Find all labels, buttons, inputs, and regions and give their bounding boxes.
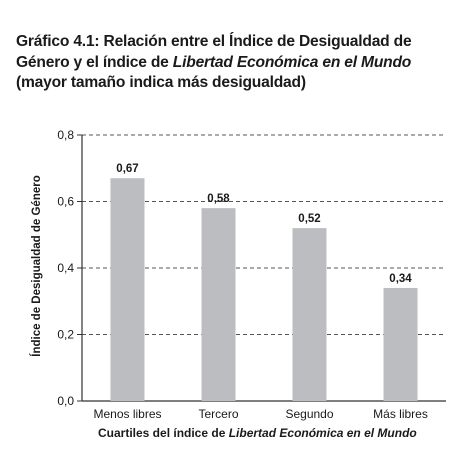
bar <box>201 208 236 401</box>
x-tick-label: Menos libres <box>93 407 161 421</box>
chart-title-italic: Libertad Económica en el Mundo <box>172 53 412 71</box>
bar <box>383 287 418 401</box>
bar-value-label: 0,58 <box>207 193 230 205</box>
bar <box>110 178 145 401</box>
bar-value-label: 0,67 <box>116 163 138 175</box>
x-axis-label-italic: Libertad Económica en el Mundo <box>228 426 417 440</box>
x-axis-label: Cuartiles del índice de Libertad Económi… <box>98 426 418 440</box>
y-tick-label: 0,4 <box>57 261 74 275</box>
bar-value-label: 0,52 <box>298 213 320 225</box>
bar-value-label: 0,34 <box>389 273 412 285</box>
y-tick-label: 0,8 <box>57 128 74 142</box>
x-tick-label: Tercero <box>198 407 238 421</box>
chart-title-part1: Gráfico 4.1: Relación entre el Índice de… <box>16 33 412 71</box>
y-tick-label: 0,2 <box>57 328 74 342</box>
y-tick-label: 0,6 <box>57 195 74 209</box>
y-tick-label: 0,0 <box>57 394 74 408</box>
x-tick-label: Más libres <box>373 407 428 421</box>
x-tick-label: Segundo <box>285 407 333 421</box>
x-axis-label-part1: Cuartiles del índice de <box>98 426 229 440</box>
chart-title-part3: (mayor tamaño indica más desigualdad) <box>16 74 306 91</box>
bar <box>292 228 327 401</box>
y-axis-label: Índice de Desigualdad de Género <box>31 175 43 357</box>
chart-title: Gráfico 4.1: Relación entre el Índice de… <box>16 32 456 94</box>
